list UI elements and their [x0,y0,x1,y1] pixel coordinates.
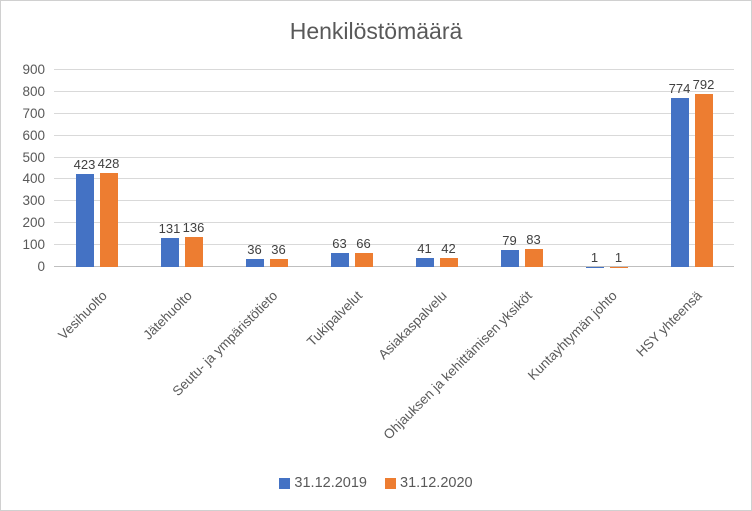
y-tick-label: 0 [37,259,45,274]
bar-group: 423 428 [54,70,139,267]
bar-value-label: 423 [73,157,96,173]
bar-group: 36 36 [224,70,309,267]
y-tick-label: 200 [22,215,45,231]
bar-31.12.2019 [500,249,519,267]
y-tick-label: 400 [22,171,45,187]
y-tick-label: 800 [22,83,45,99]
bar-value-label: 792 [692,76,715,92]
bar-value-label: 774 [668,80,691,96]
gridline [54,134,734,136]
legend-item: 31.12.2020 [385,475,473,491]
bar-value-label: 1 [590,249,599,265]
bar-31.12.2019 [330,253,349,267]
gridline [54,222,734,224]
y-tick-label: 300 [22,193,45,209]
y-tick-label: 100 [22,237,45,253]
bar-value-label: 79 [502,232,517,248]
bar-group: 63 66 [309,70,394,267]
y-tick-label: 500 [22,149,45,165]
legend-swatch [279,477,291,489]
category-label: Asiakaspalvelu [375,288,451,363]
bar-31.12.2020 [354,252,373,267]
bar-31.12.2019 [160,238,179,267]
legend-label: 31.12.2019 [294,475,367,491]
bar-value-label: 131 [158,221,181,237]
gridline [54,69,734,70]
y-tick-label: 600 [22,127,45,143]
legend-item: 31.12.2019 [279,475,367,491]
bar-31.12.2020 [694,93,713,267]
bar-31.12.2020 [524,248,543,267]
y-tick-label: 700 [22,105,45,121]
bar-31.12.2019 [670,97,689,267]
bar-value-label: 63 [332,236,347,252]
bar-group: 131 136 [139,70,224,267]
bar-31.12.2020 [439,257,458,267]
y-tick-label: 900 [22,62,45,77]
bar-value-label: 136 [182,220,205,236]
gridline [54,156,734,158]
legend: 31.12.2019 31.12.2020 [1,475,751,491]
bar-value-label: 428 [97,156,120,172]
category-label: Vesihuolto [55,288,111,343]
gridline [54,112,734,114]
bar-31.12.2020 [184,237,203,267]
bar-31.12.2020 [269,259,288,267]
bar-value-label: 83 [526,231,541,247]
gridline [54,244,734,246]
gridline [54,266,734,267]
bar-value-label: 36 [271,242,286,258]
gridline [54,178,734,180]
bar-31.12.2019 [75,174,94,267]
gridline [54,200,734,202]
legend-swatch [385,477,396,489]
bar-group: 79 83 [479,70,564,267]
gridline [54,90,734,92]
category-label: Seutu- ja ympäristötieto [169,288,281,399]
bar-group: 774 792 [649,70,734,267]
chart-title: Henkilöstömäärä [289,18,463,44]
plot-area: 423 428 131 136 36 36 63 66 41 42 79 83 1 1 774 792 [54,69,734,267]
bar-value-label: 42 [441,240,456,256]
bar-value-label: 66 [356,235,371,251]
category-label: Kuntayhtymän johto [525,288,621,383]
bar-value-label: 1 [614,249,623,265]
bar-31.12.2020 [99,173,118,267]
bar-31.12.2019 [245,259,264,267]
bar-value-label: 36 [247,242,262,258]
category-label: Jätehuolto [140,288,196,343]
legend-label: 31.12.2020 [400,475,473,491]
bar-value-label: 41 [417,241,432,257]
bar-group: 41 42 [394,70,479,267]
bar-31.12.2019 [415,258,434,267]
category-label: HSY yhteensä [633,288,706,360]
category-label: Tukipalvelut [303,288,366,350]
category-label: Ohjauksen ja kehittämisen yksiköt [380,288,536,443]
